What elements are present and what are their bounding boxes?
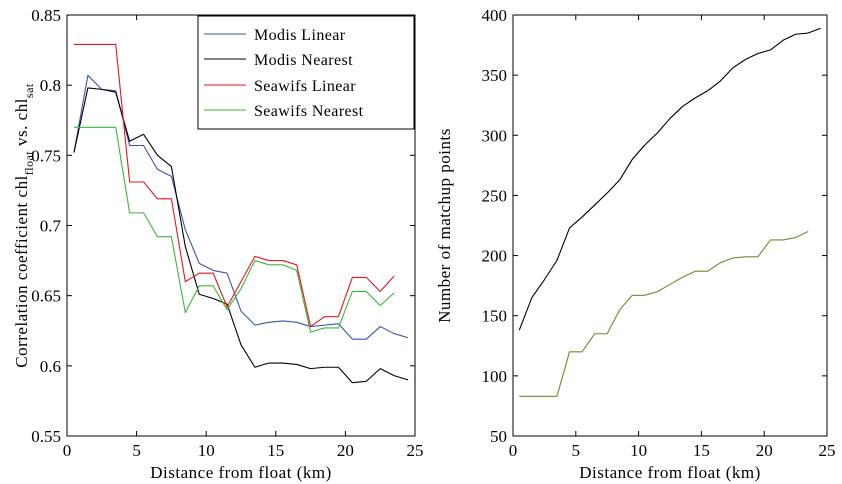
x-tick-label: 0 xyxy=(509,441,518,460)
y-tick-label: 0.7 xyxy=(40,217,62,236)
y-axis-label: Number of matchup points xyxy=(435,128,454,323)
legend-label-modis-linear: Modis Linear xyxy=(254,27,346,44)
y-axis-label-sub1: float xyxy=(22,151,36,176)
ticks-layer: 0 5 10 15 20 25 50 100 150 200 250 300 350 400 xyxy=(482,6,836,460)
legend: Modis Linear Modis Nearest Seawifs Linea… xyxy=(197,15,415,130)
x-axis-label: Distance from float (km) xyxy=(150,463,331,482)
series-layer xyxy=(518,27,821,397)
x-tick-label: 25 xyxy=(819,441,836,460)
y-tick-label: 150 xyxy=(482,307,508,326)
legend-label-seawifs-linear: Seawifs Linear xyxy=(254,78,356,95)
x-tick-label: 15 xyxy=(267,441,284,460)
series-line-modis-linear xyxy=(73,74,409,340)
y-tick-label: 0.6 xyxy=(40,357,61,376)
series-line-seawifs-linear xyxy=(73,43,395,328)
y-tick-label: 350 xyxy=(482,66,508,85)
y-axis-label-sub2: sat xyxy=(22,83,36,98)
y-tick-label: 100 xyxy=(482,367,508,386)
y-axis-label-mid: vs. chl xyxy=(12,98,31,151)
y-tick-label: 0.55 xyxy=(31,427,61,446)
series-layer xyxy=(73,43,409,384)
x-axis-label: Distance from float (km) xyxy=(579,463,760,482)
series-line-seawifs-nearest xyxy=(73,126,395,333)
x-tick-label: 5 xyxy=(132,441,141,460)
y-tick-label: 0.75 xyxy=(31,146,61,165)
ticks-layer: 0 5 10 15 20 25 0.55 0.6 0.65 0.7 0.75 0.8 0.85 xyxy=(31,6,423,460)
x-tick-label: 15 xyxy=(693,441,710,460)
y-tick-label: 300 xyxy=(482,126,508,145)
y-axis-label: Correlation coefficient chlfloat vs. chl… xyxy=(12,83,36,368)
y-tick-label: 400 xyxy=(482,6,508,25)
x-tick-label: 25 xyxy=(407,441,424,460)
x-tick-label: 5 xyxy=(572,441,581,460)
legend-label-modis-nearest: Modis Nearest xyxy=(254,52,353,69)
y-tick-label: 0.8 xyxy=(40,76,61,95)
plot-frame xyxy=(512,14,828,437)
series-line-series-1 xyxy=(518,27,821,331)
x-tick-label: 20 xyxy=(756,441,773,460)
y-tick-label: 0.65 xyxy=(31,287,61,306)
x-tick-label: 20 xyxy=(337,441,354,460)
y-tick-label: 200 xyxy=(482,247,508,266)
matchup-count-chart: 0 5 10 15 20 25 50 100 150 200 250 300 350 400 Distan… xyxy=(435,6,836,482)
y-tick-label: 50 xyxy=(490,427,507,446)
y-tick-label: 0.85 xyxy=(31,6,61,25)
series-line-modis-nearest xyxy=(73,87,409,384)
correlation-chart: 0 5 10 15 20 25 0.55 0.6 0.65 0.7 0.75 0.8 0.85 Dist… xyxy=(12,6,424,482)
x-tick-label: 0 xyxy=(63,441,72,460)
y-axis-label-main: Correlation coefficient chl xyxy=(12,175,31,368)
x-tick-label: 10 xyxy=(630,441,647,460)
x-tick-label: 10 xyxy=(198,441,215,460)
series-line-series-2 xyxy=(519,231,809,397)
legend-label-seawifs-nearest: Seawifs Nearest xyxy=(254,103,364,120)
y-tick-label: 250 xyxy=(482,186,508,205)
